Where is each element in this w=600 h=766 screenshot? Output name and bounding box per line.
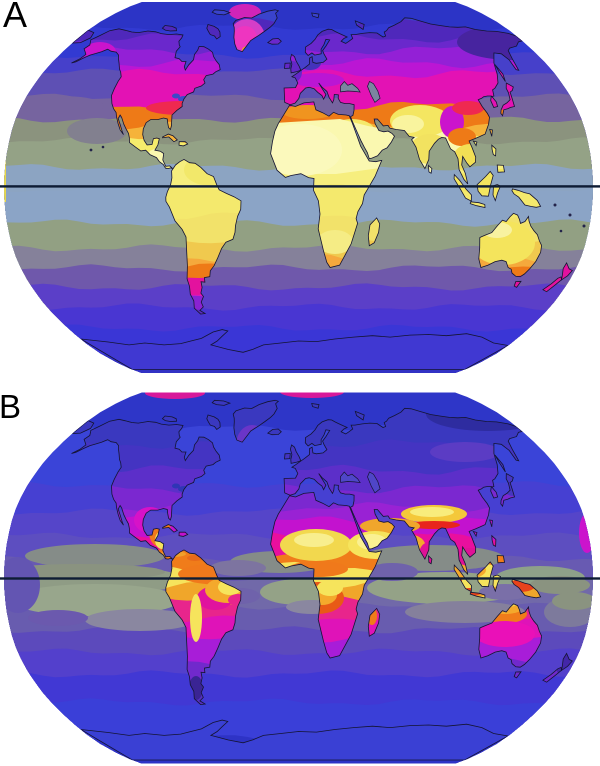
svg-text:B: B: [0, 388, 21, 425]
svg-text:A: A: [3, 0, 27, 35]
